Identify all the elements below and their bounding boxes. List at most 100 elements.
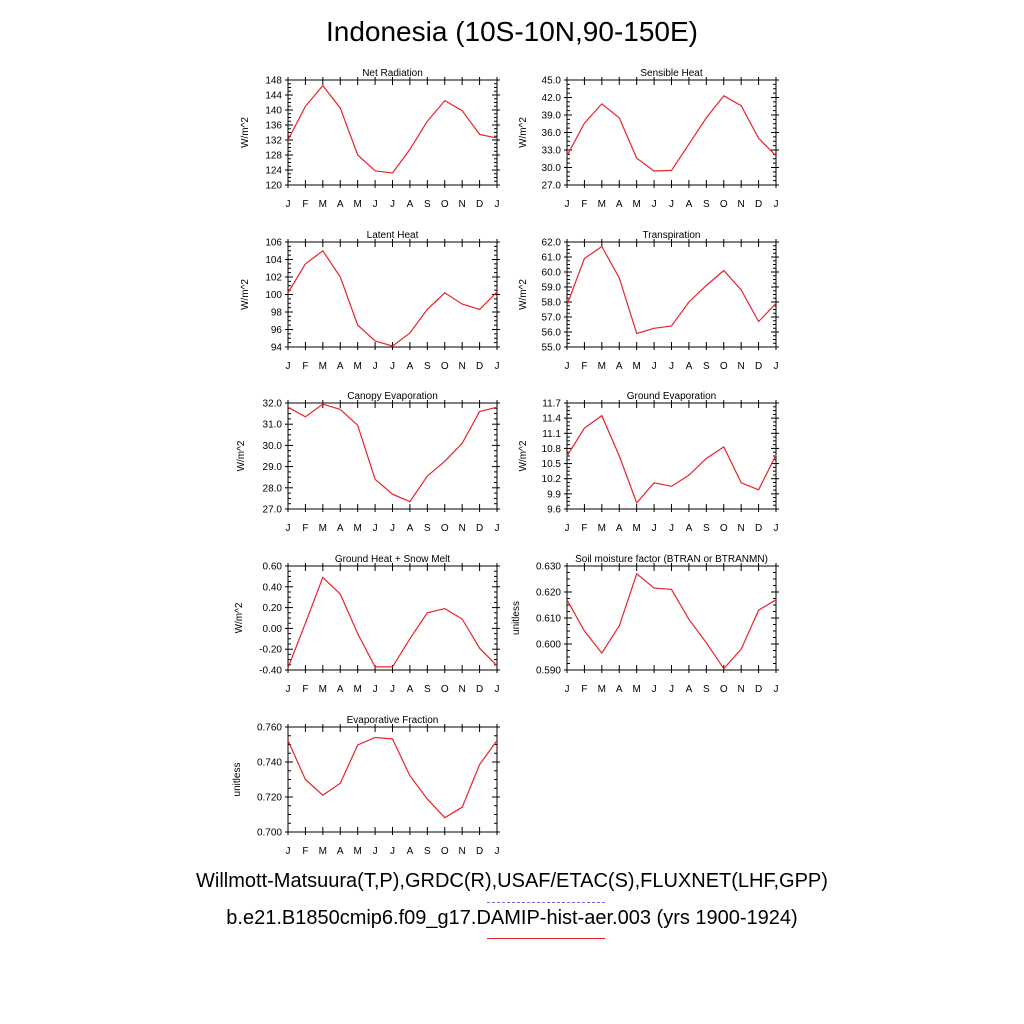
y-tick-label: 120 [265, 181, 282, 192]
x-tick-label: A [407, 523, 414, 534]
x-tick-label: J [774, 684, 779, 695]
model-series-line [287, 249, 498, 347]
panel-title: Ground Heat + Snow Melt [335, 554, 451, 565]
x-tick-label: M [319, 846, 327, 857]
panel-title: Ground Evaporation [627, 391, 717, 402]
plot-frame [287, 402, 498, 510]
figure-title: Indonesia (10S-10N,90-150E) [325, 16, 698, 47]
panel-title: Soil moisture factor (BTRAN or BTRANMN) [575, 554, 768, 565]
x-tick-label: M [353, 199, 361, 210]
y-tick-label: 61.0 [542, 253, 562, 264]
y-tick-label: 0.720 [257, 793, 282, 804]
x-tick-label: D [476, 684, 483, 695]
x-tick-label: J [286, 846, 291, 857]
y-tick-label: 0.00 [263, 624, 283, 635]
x-tick-label: A [407, 361, 414, 372]
y-tick-label: 98 [271, 308, 283, 319]
y-tick-label: 96 [271, 325, 283, 336]
x-tick-label: N [738, 361, 745, 372]
y-tick-label: 27.0 [263, 505, 283, 516]
x-tick-label: J [652, 684, 657, 695]
x-tick-label: D [755, 199, 762, 210]
model-series-line [566, 572, 777, 670]
y-tick-label: 128 [265, 151, 282, 162]
y-tick-label: 57.0 [542, 313, 562, 324]
y-tick-label: 102 [265, 273, 282, 284]
x-tick-label: N [738, 199, 745, 210]
panel-title: Net Radiation [362, 68, 423, 79]
x-tick-label: A [616, 199, 623, 210]
y-tick-label: 9.9 [547, 489, 561, 500]
legend-model-swatch [487, 938, 605, 939]
x-tick-label: J [669, 684, 674, 695]
x-tick-label: M [353, 361, 361, 372]
x-tick-label: M [632, 684, 640, 695]
y-tick-label: 56.0 [542, 328, 562, 339]
model-series-line [287, 84, 498, 174]
x-tick-label: D [476, 361, 483, 372]
x-tick-label: J [390, 523, 395, 534]
x-tick-label: J [774, 199, 779, 210]
x-tick-label: J [390, 846, 395, 857]
y-tick-label: -0.40 [259, 666, 282, 677]
x-tick-label: J [774, 523, 779, 534]
y-tick-label: 0.740 [257, 758, 282, 769]
x-tick-label: M [353, 846, 361, 857]
x-tick-label: N [459, 846, 466, 857]
x-tick-label: J [652, 523, 657, 534]
x-tick-label: J [669, 361, 674, 372]
y-tick-label: 94 [271, 343, 283, 354]
x-tick-label: J [495, 361, 500, 372]
x-tick-label: J [774, 361, 779, 372]
x-tick-label: A [337, 361, 344, 372]
x-tick-label: J [565, 361, 570, 372]
y-axis-label: W/m^2 [518, 440, 529, 471]
y-tick-label: 136 [265, 121, 282, 132]
x-tick-label: J [390, 199, 395, 210]
legend-obs-swatch [487, 902, 605, 903]
y-tick-label: 144 [265, 91, 282, 102]
x-tick-label: F [581, 684, 587, 695]
x-tick-label: M [632, 361, 640, 372]
y-tick-label: 10.8 [542, 444, 562, 455]
model-series-line [566, 414, 777, 505]
y-tick-label: 0.760 [257, 723, 282, 734]
plot-frame [566, 402, 777, 510]
y-axis-label: unitless [511, 601, 522, 635]
x-tick-label: N [459, 684, 466, 695]
y-tick-label: 104 [265, 255, 282, 266]
plot-frame [287, 79, 498, 186]
x-tick-label: F [302, 523, 308, 534]
x-tick-label: A [686, 361, 693, 372]
panel-title: Transpiration [643, 230, 701, 241]
y-tick-label: 0.620 [536, 588, 561, 599]
x-tick-label: A [616, 361, 623, 372]
x-tick-label: A [686, 684, 693, 695]
x-tick-label: O [441, 199, 449, 210]
y-axis-label: W/m^2 [236, 440, 247, 471]
x-tick-label: J [669, 199, 674, 210]
x-tick-label: M [319, 684, 327, 695]
x-tick-label: S [424, 684, 431, 695]
x-tick-label: S [424, 523, 431, 534]
x-tick-label: J [565, 199, 570, 210]
y-tick-label: 31.0 [263, 420, 283, 431]
x-tick-label: A [686, 523, 693, 534]
x-tick-label: S [424, 846, 431, 857]
x-tick-label: M [598, 684, 606, 695]
x-tick-label: F [302, 199, 308, 210]
x-tick-label: D [755, 523, 762, 534]
x-tick-label: F [581, 523, 587, 534]
x-tick-label: N [738, 523, 745, 534]
x-tick-label: D [755, 684, 762, 695]
x-tick-label: O [441, 684, 449, 695]
x-tick-label: N [459, 361, 466, 372]
y-tick-label: 0.630 [536, 562, 561, 573]
y-tick-label: 36.0 [542, 128, 562, 139]
x-tick-label: M [632, 199, 640, 210]
x-tick-label: S [703, 361, 710, 372]
x-tick-label: A [407, 199, 414, 210]
x-tick-label: A [337, 684, 344, 695]
x-tick-label: M [598, 199, 606, 210]
